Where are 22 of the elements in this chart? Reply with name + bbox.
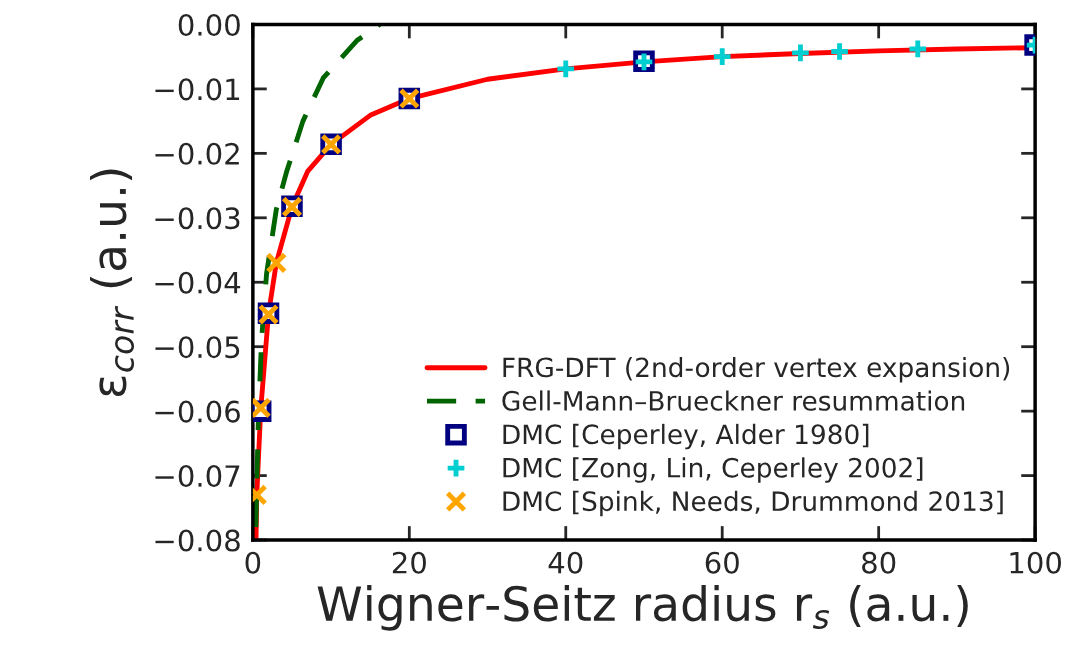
legend-label: DMC [Ceperley, Alder 1980] bbox=[503, 423, 869, 450]
y-tick-label: −0.05 bbox=[155, 336, 240, 359]
y-tick-label: −0.06 bbox=[155, 400, 240, 423]
y-tick-label: 0.00 bbox=[178, 13, 240, 36]
y-tick-label: −0.01 bbox=[155, 78, 240, 101]
x-tick-label: 80 bbox=[862, 551, 896, 574]
x-tick-label: 100 bbox=[1010, 551, 1062, 574]
y-axis-title: ε$_{corr}$ (a.u.) bbox=[89, 169, 135, 397]
legend-label: DMC [Spink, Needs, Drummond 2013] bbox=[503, 490, 1003, 517]
y-tick-label: −0.02 bbox=[155, 142, 239, 165]
y-tick-label: −0.04 bbox=[155, 271, 241, 294]
y-tick-label: −0.03 bbox=[155, 207, 240, 230]
x-tick-label: 40 bbox=[548, 551, 583, 574]
legend-label: FRG-DFT (2nd-order vertex expansion) bbox=[503, 356, 1010, 383]
x-axis-title: Wigner-Seitz radius r$_{s}$ (a.u.) bbox=[317, 584, 968, 631]
legend-label: Gell-Mann–Brueckner resummation bbox=[502, 390, 965, 411]
legend-label: DMC [Zong, Lin, Ceperley 2002] bbox=[503, 457, 923, 483]
y-tick-label: −0.08 bbox=[155, 529, 240, 552]
y-tick-label: −0.07 bbox=[155, 465, 240, 488]
x-tick-label: 60 bbox=[705, 551, 739, 574]
x-tick-label: 20 bbox=[392, 551, 426, 574]
x-tick-label: 0 bbox=[245, 551, 261, 574]
